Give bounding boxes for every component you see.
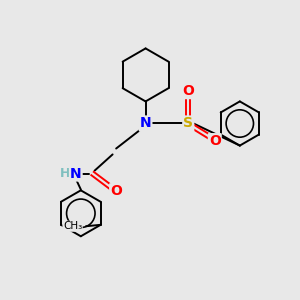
Text: O: O [209, 134, 221, 148]
Text: O: O [182, 84, 194, 98]
Text: N: N [140, 116, 152, 130]
Text: S: S [183, 116, 193, 130]
Text: CH₃: CH₃ [63, 221, 82, 231]
Text: N: N [70, 167, 82, 181]
Text: O: O [110, 184, 122, 198]
Text: H: H [59, 167, 70, 180]
